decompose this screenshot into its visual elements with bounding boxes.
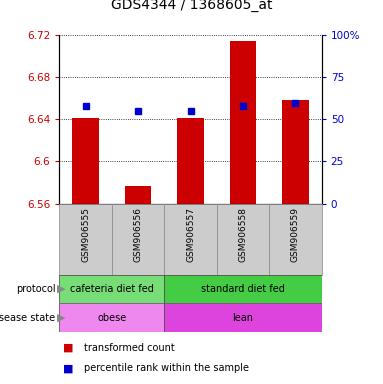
Bar	[164, 204, 217, 275]
Bar	[164, 275, 322, 303]
Text: disease state: disease state	[0, 313, 56, 323]
Text: lean: lean	[232, 313, 254, 323]
Bar	[269, 204, 322, 275]
Text: GSM906559: GSM906559	[291, 207, 300, 262]
Bar	[217, 204, 269, 275]
Text: percentile rank within the sample: percentile rank within the sample	[84, 363, 249, 374]
Text: GSM906556: GSM906556	[134, 207, 142, 262]
Text: cafeteria diet fed: cafeteria diet fed	[70, 284, 154, 294]
Bar	[59, 204, 112, 275]
Text: ■: ■	[63, 363, 74, 374]
Bar	[59, 303, 164, 332]
Bar	[282, 100, 309, 204]
Text: ▶: ▶	[57, 284, 66, 294]
Text: GSM906557: GSM906557	[186, 207, 195, 262]
Bar	[112, 204, 164, 275]
Text: standard diet fed: standard diet fed	[201, 284, 285, 294]
Text: GDS4344 / 1368605_at: GDS4344 / 1368605_at	[111, 0, 272, 12]
Text: obese: obese	[97, 313, 126, 323]
Bar	[164, 303, 322, 332]
Text: transformed count: transformed count	[84, 343, 175, 353]
Text: ■: ■	[63, 343, 74, 353]
Bar	[230, 41, 256, 204]
Text: GSM906558: GSM906558	[239, 207, 247, 262]
Bar	[59, 275, 164, 303]
Text: ▶: ▶	[57, 313, 66, 323]
Bar	[72, 118, 99, 204]
Text: GSM906555: GSM906555	[81, 207, 90, 262]
Bar	[177, 118, 204, 204]
Text: protocol: protocol	[16, 284, 56, 294]
Bar	[125, 185, 151, 204]
